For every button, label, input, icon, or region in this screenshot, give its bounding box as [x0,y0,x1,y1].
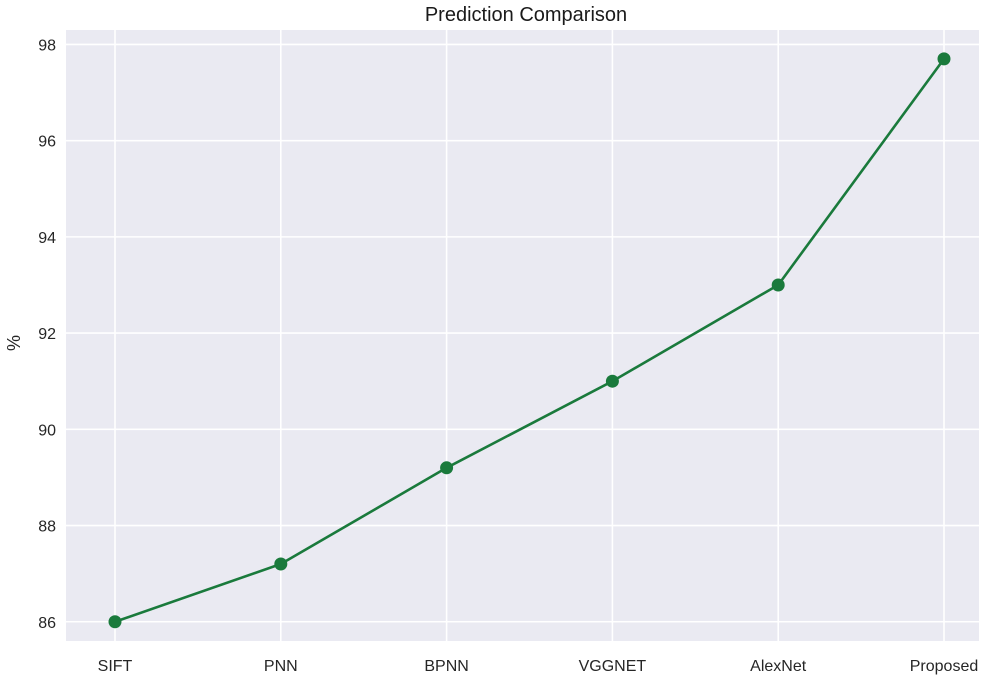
x-tick-label: VGGNET [579,658,647,675]
y-tick-label: 98 [38,37,56,54]
y-tick-label: 86 [38,615,56,632]
y-axis-label: % [4,335,24,351]
data-point [440,461,454,475]
series-layer [108,52,951,629]
chart-title: Prediction Comparison [425,4,627,26]
plot-area [66,30,979,641]
x-tick-label: PNN [264,658,298,675]
y-tick-label: 88 [38,519,56,536]
tick-labels: 86 88 90 92 94 96 98 SIFT PNN BPNN VGGNET AlexNet Pr… [38,37,978,675]
x-tick-label: Proposed [910,658,979,675]
data-point [108,615,122,629]
x-tick-label: SIFT [98,658,133,675]
y-tick-label: 96 [38,134,56,151]
y-tick-label: 90 [38,422,56,439]
x-tick-label: AlexNet [750,658,807,675]
data-point [605,374,619,388]
data-point [937,52,951,66]
x-tick-label: BPNN [424,658,468,675]
y-tick-label: 94 [38,230,56,247]
grid-lines [66,30,979,641]
data-point [771,278,785,292]
data-point [274,557,288,571]
series-line [114,58,946,623]
y-tick-label: 92 [38,326,56,343]
